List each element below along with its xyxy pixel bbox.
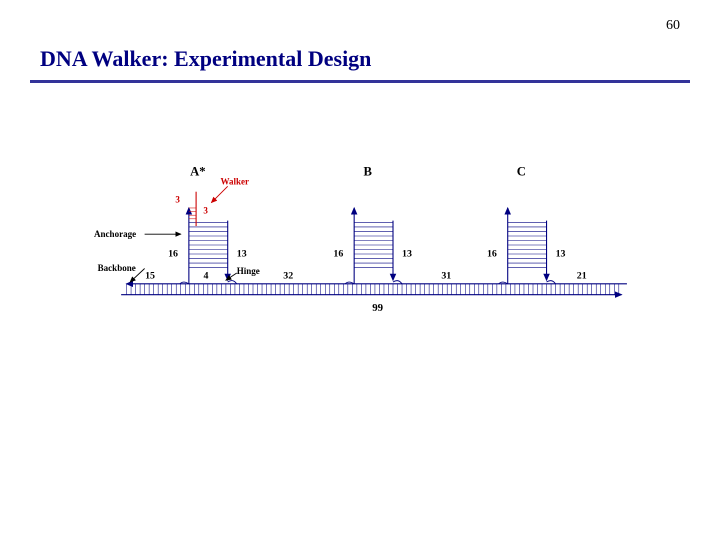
svg-text:31: 31 [441,270,451,281]
svg-text:B: B [363,164,372,178]
title-underline [30,80,690,83]
svg-text:15: 15 [145,270,155,281]
svg-text:4: 4 [204,270,209,281]
svg-text:16: 16 [333,249,343,260]
svg-text:21: 21 [577,270,587,281]
slide-title: DNA Walker: Experimental Design [40,46,371,72]
svg-text:13: 13 [556,249,566,260]
page-number: 60 [666,18,680,34]
diagram-svg: 99 15 4 32 31 21 A* 16 13 3 3 B 16 13 C 16 13 Anchorage Ba… [85,150,645,340]
svg-text:Walker: Walker [220,176,249,186]
svg-text:16: 16 [487,249,497,260]
svg-text:13: 13 [237,249,247,260]
svg-text:3: 3 [203,205,208,215]
svg-text:3: 3 [175,195,180,205]
slide: 60 DNA Walker: Experimental Design 99 15 4… [0,0,720,540]
svg-text:99: 99 [372,302,383,314]
svg-text:Hinge: Hinge [237,266,260,276]
svg-text:16: 16 [168,249,178,260]
dna-walker-diagram: 99 15 4 32 31 21 A* 16 13 3 3 B 16 13 C 16 13 Anchorage Ba… [85,150,645,340]
svg-text:C: C [517,164,526,178]
svg-text:13: 13 [402,249,412,260]
svg-text:Backbone: Backbone [98,263,136,273]
svg-text:Anchorage: Anchorage [94,229,136,239]
svg-text:A*: A* [190,164,205,178]
svg-text:32: 32 [283,270,293,281]
